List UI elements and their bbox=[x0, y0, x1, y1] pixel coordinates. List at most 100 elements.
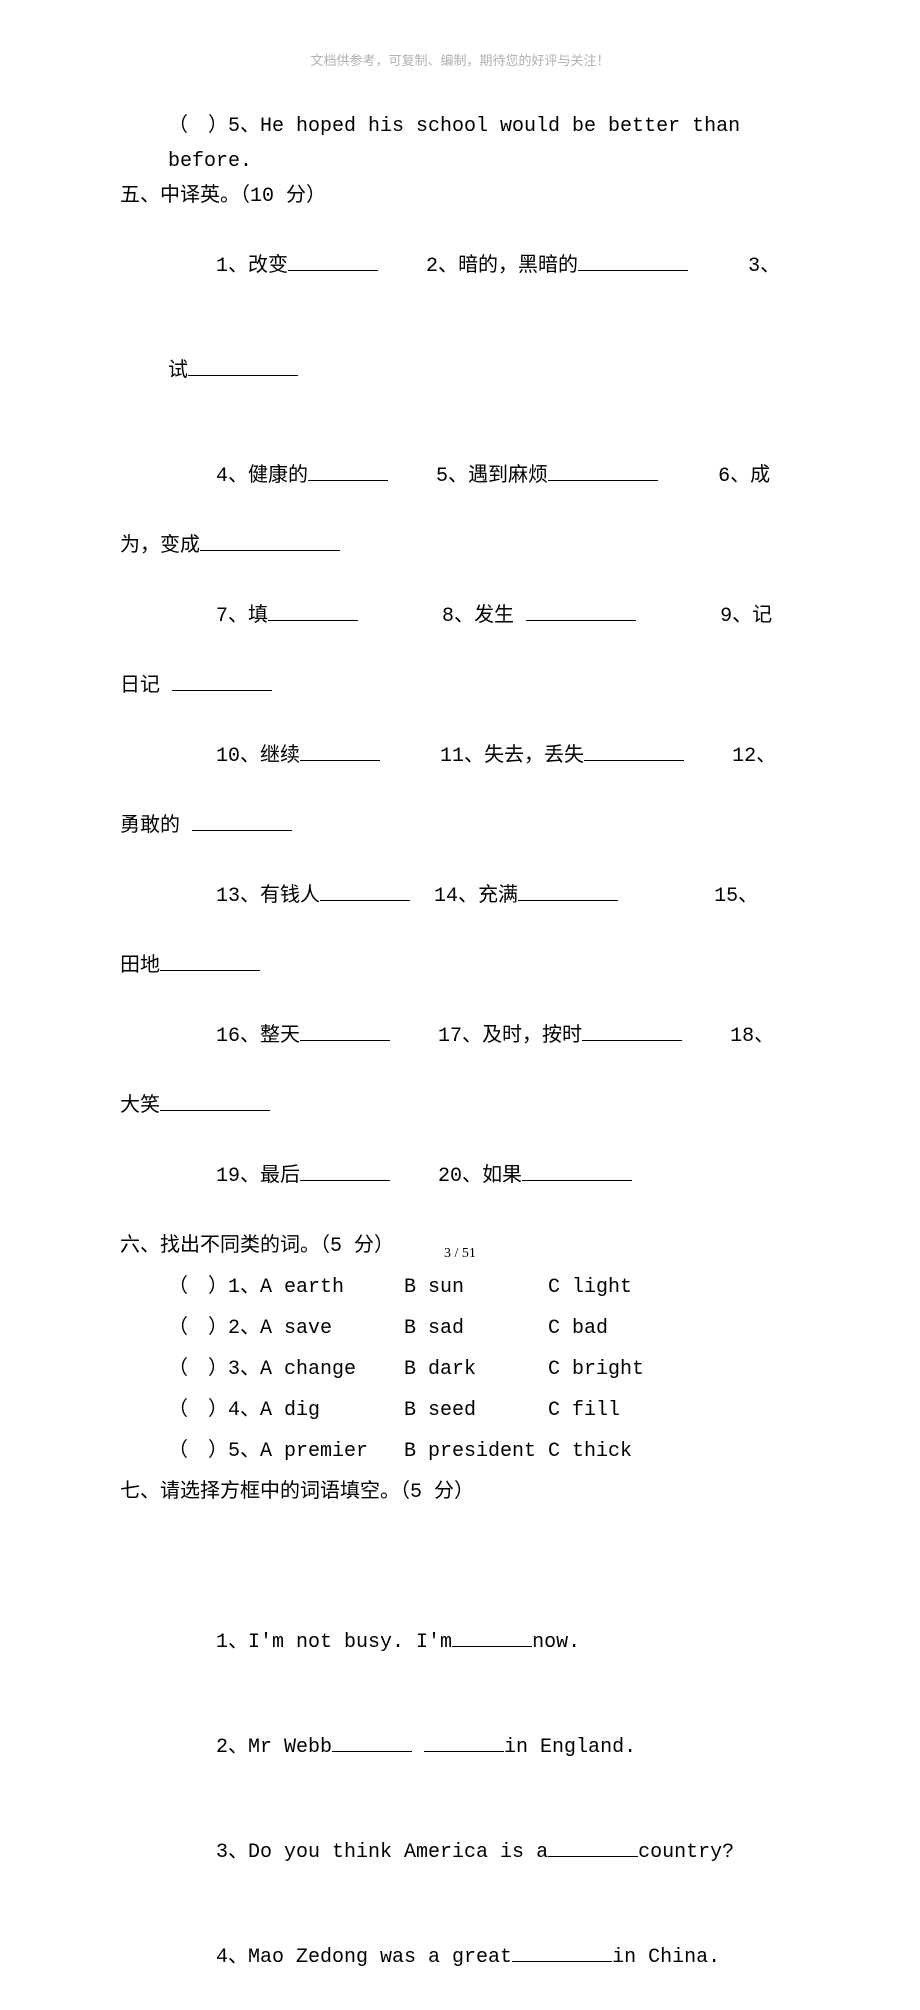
item-num: 20、 bbox=[438, 1165, 482, 1188]
item-post: country? bbox=[638, 1841, 734, 1864]
item-text: 有钱人 bbox=[260, 885, 320, 908]
sec7-item: 1、I'm not busy. I'm now. bbox=[120, 1590, 800, 1695]
item-pre: 4、Mao Zedong was a great bbox=[216, 1946, 512, 1969]
item-text: 田地 bbox=[120, 955, 160, 978]
item-num: 17、 bbox=[438, 1025, 482, 1048]
item-pre: 3、Do you think America is a bbox=[216, 1841, 548, 1864]
blank[interactable] bbox=[512, 1941, 612, 1962]
section5-title: 五、中译英。（10 分） bbox=[120, 179, 800, 214]
blank[interactable] bbox=[300, 1160, 390, 1181]
blank[interactable] bbox=[308, 460, 388, 481]
item-num: 2、 bbox=[426, 255, 458, 278]
sec6-row: （ ）3、A change B dark C bright bbox=[120, 1352, 800, 1387]
item-post: now. bbox=[532, 1631, 580, 1654]
blank[interactable] bbox=[188, 355, 298, 376]
item-text: 失去，丢失 bbox=[484, 745, 584, 768]
item-num: 12、 bbox=[732, 745, 776, 768]
blank[interactable] bbox=[518, 880, 618, 901]
item-post: in England. bbox=[504, 1736, 636, 1759]
item-num: 15、 bbox=[714, 885, 758, 908]
item-text: 最后 bbox=[260, 1165, 300, 1188]
item-text: 记 bbox=[752, 605, 772, 628]
blank[interactable] bbox=[582, 1020, 682, 1041]
blank[interactable] bbox=[172, 670, 272, 691]
sec6-row: （ ）1、A earth B sun C light bbox=[120, 1270, 800, 1305]
item-text: 整天 bbox=[260, 1025, 300, 1048]
sec5-row: 田地 bbox=[120, 949, 800, 984]
item-num: 5、 bbox=[436, 465, 468, 488]
item-num: 13、 bbox=[216, 885, 260, 908]
blank[interactable] bbox=[584, 740, 684, 761]
sec5-row: 7、填 8、发生 9、记 bbox=[120, 564, 800, 669]
blank[interactable] bbox=[522, 1160, 632, 1181]
blank[interactable] bbox=[526, 600, 636, 621]
blank[interactable] bbox=[548, 460, 658, 481]
item-num: 9、 bbox=[720, 605, 752, 628]
item-num: 19、 bbox=[216, 1165, 260, 1188]
blank[interactable] bbox=[424, 1731, 504, 1752]
sec5-row: 10、继续 11、失去，丢失 12、 bbox=[120, 704, 800, 809]
item-num: 3、 bbox=[748, 255, 780, 278]
blank[interactable] bbox=[300, 1020, 390, 1041]
sec5-row: 日记 bbox=[120, 669, 800, 704]
item-text: 成 bbox=[750, 465, 770, 488]
item-text: 改变 bbox=[248, 255, 288, 278]
sec5-row: 勇敢的 bbox=[120, 809, 800, 844]
blank[interactable] bbox=[332, 1731, 412, 1752]
item-text: 健康的 bbox=[248, 465, 308, 488]
item-num: 10、 bbox=[216, 745, 260, 768]
item-text: 大笑 bbox=[120, 1095, 160, 1118]
item-num: 18、 bbox=[730, 1025, 774, 1048]
item-pre: 2、Mr Webb bbox=[216, 1736, 332, 1759]
item-num: 1、 bbox=[216, 255, 248, 278]
sec6-row: （ ）4、A dig B seed C fill bbox=[120, 1393, 800, 1428]
blank[interactable] bbox=[160, 950, 260, 971]
item-text: 发生 bbox=[474, 605, 514, 628]
blank[interactable] bbox=[300, 740, 380, 761]
blank[interactable] bbox=[200, 530, 340, 551]
item-pre: 1、I'm not busy. I'm bbox=[216, 1631, 452, 1654]
sec6-row: （ ）5、A premier B president C thick bbox=[120, 1434, 800, 1469]
sec6-row: （ ）2、A save B sad C bad bbox=[120, 1311, 800, 1346]
item-text: 遇到麻烦 bbox=[468, 465, 548, 488]
item-num: 8、 bbox=[442, 605, 474, 628]
sec5-row: 19、最后 20、如果 bbox=[120, 1124, 800, 1229]
sec5-row: 大笑 bbox=[120, 1089, 800, 1124]
item-num: 7、 bbox=[216, 605, 248, 628]
item-text: 填 bbox=[248, 605, 268, 628]
section7-title: 七、请选择方框中的词语填空。（5 分） bbox=[120, 1475, 800, 1510]
page-footer: 3 / 51 bbox=[0, 1246, 920, 1262]
sec7-item: 4、Mao Zedong was a great in China. bbox=[120, 1905, 800, 2010]
sec5-row: 4、健康的 5、遇到麻烦 6、成 bbox=[120, 424, 800, 529]
sec5-row: 为，变成 bbox=[120, 529, 800, 564]
q4-line5: （ ）5、He hoped his school would be better… bbox=[120, 109, 800, 179]
sec5-row: 16、整天 17、及时，按时 18、 bbox=[120, 984, 800, 1089]
item-text: 继续 bbox=[260, 745, 300, 768]
blank[interactable] bbox=[452, 1626, 532, 1647]
item-num: 4、 bbox=[216, 465, 248, 488]
blank[interactable] bbox=[268, 600, 358, 621]
item-text: 试 bbox=[168, 360, 188, 383]
sec5-row: 13、有钱人 14、充满 15、 bbox=[120, 844, 800, 949]
item-num: 6、 bbox=[718, 465, 750, 488]
item-text: 如果 bbox=[482, 1165, 522, 1188]
blank[interactable] bbox=[578, 250, 688, 271]
sec7-item: 3、Do you think America is a country? bbox=[120, 1800, 800, 1905]
blank[interactable] bbox=[288, 250, 378, 271]
blank[interactable] bbox=[548, 1836, 638, 1857]
blank[interactable] bbox=[320, 880, 410, 901]
sec7-item: 2、Mr Webb in England. bbox=[120, 1695, 800, 1800]
sec5-row: 试 bbox=[120, 319, 800, 424]
header-note: 文档供参考，可复制、编制，期待您的好评与关注！ bbox=[120, 50, 800, 69]
item-text: 充满 bbox=[478, 885, 518, 908]
item-num: 11、 bbox=[440, 745, 484, 768]
blank[interactable] bbox=[192, 810, 292, 831]
item-text: 及时，按时 bbox=[482, 1025, 582, 1048]
sec5-row: 1、改变 2、暗的，黑暗的 3、 bbox=[120, 214, 800, 319]
item-post: in China. bbox=[612, 1946, 720, 1969]
blank[interactable] bbox=[160, 1090, 270, 1111]
item-text: 勇敢的 bbox=[120, 815, 180, 838]
item-num: 16、 bbox=[216, 1025, 260, 1048]
item-text: 暗的，黑暗的 bbox=[458, 255, 578, 278]
item-num: 14、 bbox=[434, 885, 478, 908]
